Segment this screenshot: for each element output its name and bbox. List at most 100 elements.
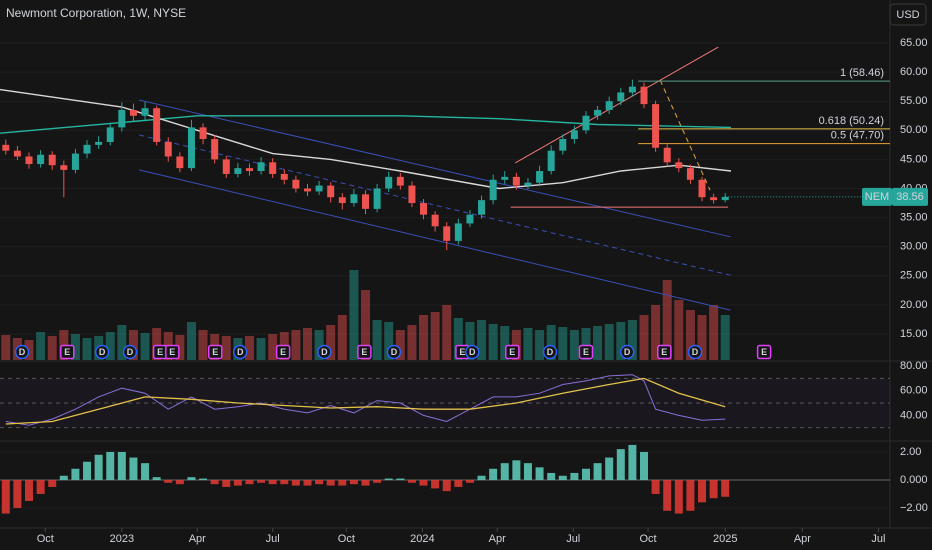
macd-bar: [83, 461, 92, 480]
last-price-box: [892, 187, 928, 206]
event-label: D: [321, 347, 328, 357]
macd-bar: [303, 479, 312, 486]
currency-label[interactable]: USD: [896, 9, 919, 21]
macd-bar: [164, 479, 173, 483]
volume-bar: [604, 324, 614, 360]
candle-body: [164, 141, 172, 157]
macd-bar: [199, 478, 208, 480]
candle-body: [408, 185, 416, 204]
volume-bar: [674, 300, 684, 360]
candle-body: [420, 203, 428, 215]
candle-body: [466, 214, 474, 224]
candle-body: [478, 200, 486, 215]
macd-bar: [721, 479, 730, 497]
volume-bar: [465, 322, 475, 360]
candle-body: [106, 127, 114, 142]
volume-bar: [685, 310, 695, 360]
fib-label: 0.618 (50.24): [819, 115, 884, 127]
event-marker: [317, 344, 332, 360]
candle-body: [570, 130, 578, 140]
candle-body: [83, 144, 91, 154]
event-marker: [122, 344, 138, 360]
macd-bar: [326, 479, 335, 486]
macd-bar: [59, 475, 68, 480]
currency-button[interactable]: [889, 3, 927, 26]
rsi-tick-label: 60.00: [900, 385, 928, 397]
volume-bar: [581, 328, 591, 360]
candle-body: [222, 159, 230, 174]
y-tick-label: 60.00: [900, 66, 928, 78]
x-tick-label: Oct: [640, 533, 657, 545]
macd-bar: [477, 475, 486, 480]
candle-body: [292, 179, 300, 189]
event-marker: [687, 344, 703, 360]
volume-bar: [198, 330, 208, 360]
y-tick-label: 50.00: [900, 124, 928, 136]
candle-body: [721, 196, 729, 201]
chart-title: Newmont Corporation, 1W, NYSE: [6, 6, 186, 20]
candle-body: [303, 188, 311, 192]
volume-bar: [152, 328, 162, 360]
event-marker: [207, 344, 223, 360]
macd-bar: [338, 479, 347, 486]
macd-bar: [663, 479, 672, 511]
candle-body: [686, 168, 694, 180]
macd-bar: [36, 479, 45, 494]
macd-tick-label: 2.00: [900, 446, 921, 458]
volume-bar: [419, 315, 429, 360]
volume-bar: [558, 327, 568, 360]
candle-body: [385, 176, 393, 189]
macd-bar: [268, 479, 277, 485]
volume-bar: [569, 330, 579, 360]
event-marker: [232, 344, 248, 360]
candle-body: [663, 147, 671, 163]
y-tick-label: 25.00: [900, 270, 928, 282]
x-tick-label: Apr: [794, 533, 811, 545]
y-tick-label: 35.00: [900, 212, 928, 224]
trendline: [139, 134, 731, 276]
event-label: E: [361, 347, 367, 357]
volume-bar: [593, 326, 603, 360]
event-label: D: [469, 347, 476, 357]
candle-body: [245, 168, 253, 172]
macd-tick-label: −2.00: [900, 502, 928, 514]
event-marker: [386, 344, 402, 360]
macd-bar: [187, 477, 196, 480]
candle-body: [37, 154, 45, 165]
macd-bar: [291, 479, 300, 486]
x-tick-label: Oct: [338, 533, 355, 545]
volume-bar: [477, 320, 487, 360]
candle-body: [141, 108, 149, 116]
event-marker: [505, 344, 520, 360]
candle-body: [327, 185, 335, 198]
volume-bar: [140, 333, 150, 360]
volume-bar: [616, 322, 626, 360]
macd-bar: [175, 479, 184, 485]
candle-body: [199, 127, 207, 140]
volume-bar: [82, 338, 92, 360]
candle-body: [524, 182, 532, 186]
volume-bar: [256, 338, 266, 360]
candle-body: [187, 127, 195, 169]
candle-body: [118, 109, 126, 128]
event-label: D: [19, 347, 26, 357]
candle-body: [13, 150, 21, 157]
volume-bar: [627, 320, 637, 360]
macd-bar: [674, 479, 683, 514]
x-tick-label: Apr: [489, 533, 506, 545]
macd-bar: [233, 479, 242, 486]
volume-bar: [430, 312, 440, 360]
event-label: D: [127, 347, 134, 357]
volume-bar: [639, 315, 649, 360]
candle-body: [652, 104, 660, 148]
event-marker: [657, 344, 672, 360]
candle-body: [269, 162, 277, 174]
candle-body: [129, 109, 137, 116]
volume-bar: [697, 315, 707, 360]
volume-bar: [407, 325, 417, 360]
macd-bar: [280, 479, 289, 485]
candle-body: [628, 86, 636, 93]
y-tick-label: 15.00: [900, 328, 928, 340]
candle-body: [211, 139, 219, 160]
